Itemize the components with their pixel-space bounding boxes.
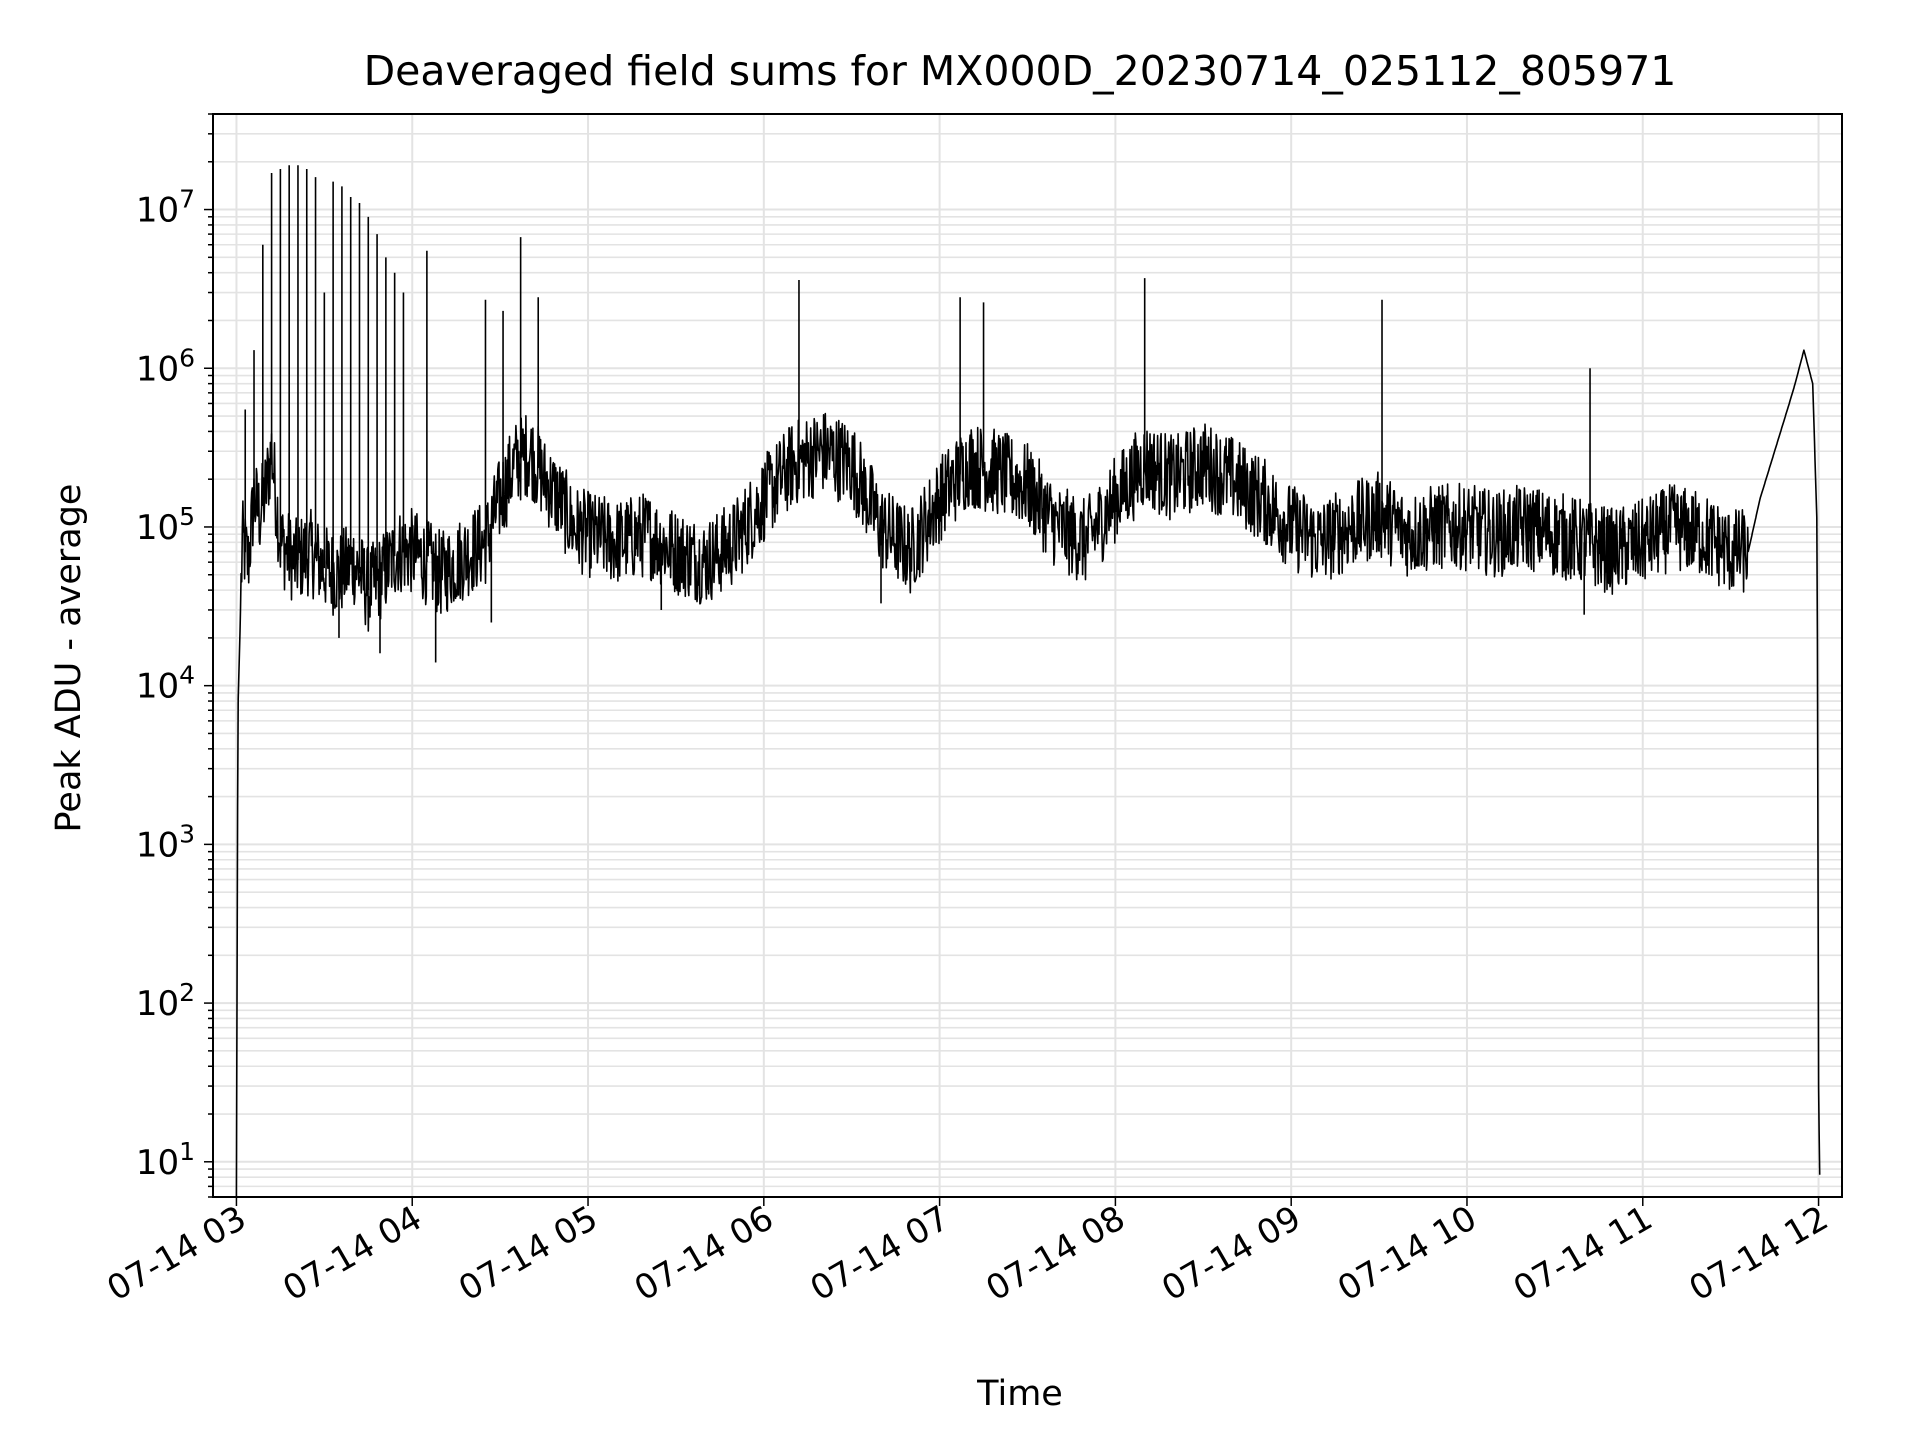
plot-frame <box>212 113 1843 1198</box>
series-line <box>235 349 1821 1198</box>
data-layer <box>235 165 1821 1198</box>
y-tick-label: 106 <box>136 343 195 389</box>
chart-title: Deaveraged field sums for MX000D_2023071… <box>364 47 1677 95</box>
y-tick-label: 105 <box>136 502 195 548</box>
y-tick-label: 101 <box>136 1137 195 1183</box>
y-axis-label: Peak ADU - average <box>49 484 89 833</box>
y-tick-label: 104 <box>136 661 195 707</box>
y-tick-label: 103 <box>136 819 195 865</box>
y-tick-label: 102 <box>136 978 195 1024</box>
x-axis-label: Time <box>976 1374 1063 1414</box>
y-tick-label: 107 <box>136 185 195 231</box>
